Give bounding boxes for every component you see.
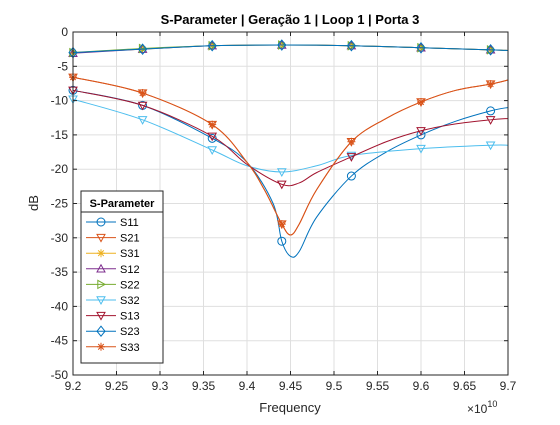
legend-item-s11: S11	[86, 217, 139, 229]
x-tick-label: 9.6	[413, 379, 430, 393]
data-point-s13	[137, 101, 148, 111]
data-point-s32	[207, 146, 218, 156]
y-tick-label: -30	[51, 231, 69, 245]
legend-label: S13	[120, 311, 140, 323]
data-point-s33	[417, 97, 425, 106]
data-point-s32	[137, 116, 148, 125]
y-tick-label: -35	[51, 265, 69, 279]
legend-marker	[96, 233, 106, 243]
legend-label: S32	[120, 295, 140, 307]
data-point-s23	[485, 44, 496, 56]
x-tick-label: 9.65	[453, 379, 477, 393]
legend-marker	[96, 217, 106, 227]
y-tick-label: -5	[57, 59, 68, 73]
legend-marker	[96, 311, 106, 321]
y-tick-label: -45	[51, 334, 69, 348]
legend-box	[80, 190, 164, 364]
y-tick-label: -50	[51, 368, 69, 382]
legend: S-Parameter S11 S21 S31 S12 S22 S32 S13 S23 S33	[80, 190, 164, 364]
data-point-s23	[277, 39, 287, 51]
data-point-s11	[346, 171, 356, 181]
x-tick-label: 9.35	[192, 379, 216, 393]
data-point-s23	[207, 39, 217, 52]
x-tick-label: 9.2	[65, 379, 82, 393]
series-line-s33	[72, 76, 509, 236]
y-tick-label: -25	[51, 197, 69, 211]
y-axis: 0 -5 -10 -15 -20 -25 -30 -35 -40 -45 -50	[51, 25, 508, 382]
legend-item-s33: S33	[86, 342, 140, 354]
data-point-s32	[485, 141, 496, 151]
legend-marker	[97, 279, 107, 290]
x-tick-label: 9.5	[326, 379, 343, 393]
data-point-s13	[276, 180, 287, 190]
x-tick-label: 9.3	[152, 379, 169, 393]
data-point-s23	[416, 41, 426, 54]
data-point-s23	[346, 39, 357, 52]
data-point-s33	[347, 137, 356, 146]
series-line-s32	[72, 98, 509, 173]
x-exponent-power: 10	[487, 399, 497, 409]
legend-label: S23	[120, 326, 140, 338]
x-tick-label: 9.7	[500, 379, 517, 393]
data-point-s32	[416, 144, 426, 154]
y-tick-label: -40	[51, 299, 69, 313]
y-tick-label: -10	[51, 94, 69, 108]
series-s32	[68, 95, 509, 177]
legend-marker	[97, 249, 105, 258]
legend-label: S31	[120, 248, 140, 260]
legend-item-s12: S12	[86, 263, 140, 276]
y-tick-label: -15	[51, 128, 69, 142]
data-point-s11	[486, 106, 496, 116]
legend-marker	[97, 342, 105, 351]
legend-label: S33	[120, 342, 140, 354]
data-point-s13	[416, 127, 426, 136]
legend-label: S21	[120, 233, 140, 245]
x-exponent: ×1010	[467, 399, 497, 416]
legend-items: S11 S21 S31 S12 S22 S32 S13 S23 S33	[86, 217, 140, 354]
data-point-s33	[277, 220, 286, 229]
legend-label: S11	[120, 217, 139, 229]
data-point-s33	[486, 80, 495, 89]
series-s13	[68, 86, 509, 190]
data-point-s13	[346, 153, 357, 162]
legend-label: S22	[120, 279, 140, 291]
legend-label: S12	[120, 264, 140, 276]
legend-marker	[96, 325, 106, 338]
y-tick-label: -20	[51, 162, 69, 176]
legend-item-s23: S23	[86, 325, 140, 338]
data-point-s33	[138, 89, 147, 98]
legend-marker	[96, 263, 106, 273]
series-line-s23	[72, 44, 509, 54]
x-axis-label: Frequency	[259, 400, 321, 415]
chart-title: S-Parameter | Geração 1 | Loop 1 | Porta…	[161, 12, 420, 27]
data-point-s32	[276, 168, 287, 177]
legend-title: S-Parameter	[90, 198, 156, 210]
x-tick-label: 9.45	[279, 379, 303, 393]
data-point-s33	[208, 120, 217, 129]
x-tick-label: 9.55	[366, 379, 390, 393]
x-axis: 9.2 9.25 9.3 9.35 9.4 9.45 9.5 9.55 9.6 9.65 9.7	[65, 32, 517, 393]
data-point-s13	[207, 132, 218, 142]
legend-item-s32: S32	[86, 295, 140, 307]
legend-item-s31: S31	[86, 248, 140, 260]
legend-marker	[96, 296, 106, 306]
series-layer	[68, 39, 509, 258]
data-point-s11	[277, 236, 287, 246]
legend-item-s21: S21	[86, 233, 140, 245]
legend-item-s22: S22	[86, 279, 140, 291]
x-tick-label: 9.4	[239, 379, 256, 393]
y-tick-label: 0	[61, 25, 68, 39]
legend-item-s13: S13	[86, 311, 140, 323]
y-axis-label: dB	[26, 195, 41, 211]
data-point-s23	[137, 43, 148, 55]
series-line-s13	[72, 89, 509, 187]
x-exponent-base: ×10	[467, 402, 488, 416]
data-point-s13	[485, 116, 496, 125]
series-s23	[68, 39, 509, 59]
x-tick-label: 9.25	[105, 379, 129, 393]
